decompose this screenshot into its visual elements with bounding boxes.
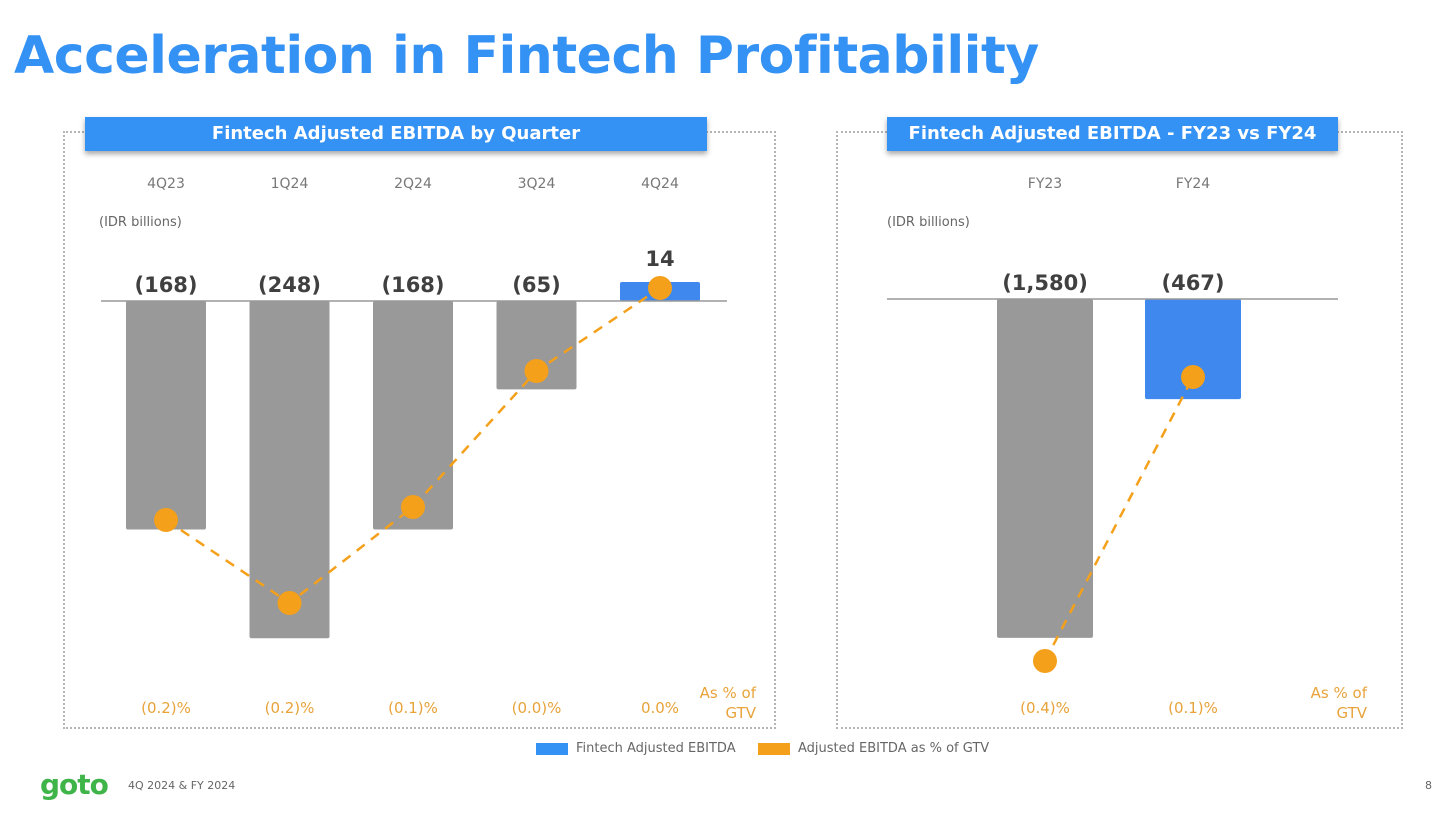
legend-item-ebitda: Fintech Adjusted EBITDA xyxy=(536,741,736,756)
bar xyxy=(126,301,206,530)
category-label: FY24 xyxy=(1176,176,1211,192)
value-label: (168) xyxy=(134,273,197,297)
category-label: 3Q24 xyxy=(518,176,556,192)
gtv-pct-label: 0.0% xyxy=(641,699,679,717)
gtv-pct-label: (0.1)% xyxy=(1168,699,1218,717)
gtv-pct-line xyxy=(165,286,661,605)
category-label: 2Q24 xyxy=(394,176,432,192)
legend-label-gtv-pct: Adjusted EBITDA as % of GTV xyxy=(798,741,990,756)
bar xyxy=(1145,299,1241,400)
gtv-pct-marker xyxy=(524,359,549,383)
category-label: FY23 xyxy=(1028,176,1062,192)
gtv-pct-marker xyxy=(648,276,672,300)
value-label: (467) xyxy=(1161,271,1224,295)
page-title: Acceleration in Fintech Profitability xyxy=(14,26,1039,86)
page-number: 8 xyxy=(1425,779,1432,792)
annual-chart-title: Fintech Adjusted EBITDA - FY23 vs FY24 xyxy=(887,117,1338,151)
legend-swatch-ebitda xyxy=(536,742,568,755)
gtv-pct-label: (0.2)% xyxy=(265,699,315,717)
legend-label-ebitda: Fintech Adjusted EBITDA xyxy=(576,741,736,756)
value-label: (168) xyxy=(381,273,444,297)
gtv-caption-line2: GTV xyxy=(725,704,756,722)
category-label: 4Q24 xyxy=(641,176,679,192)
value-label: 14 xyxy=(645,247,674,271)
gtv-pct-label: (0.1)% xyxy=(388,699,438,717)
quarterly-chart-title: Fintech Adjusted EBITDA by Quarter xyxy=(85,117,707,151)
gtv-pct-marker xyxy=(1033,649,1057,673)
legend-swatch-gtv-pct xyxy=(758,742,790,755)
gtv-pct-marker xyxy=(401,495,425,519)
unit-label: (IDR billions) xyxy=(887,215,970,230)
gtv-pct-marker xyxy=(1181,365,1205,389)
bar xyxy=(249,301,330,639)
legend-item-gtv-pct: Adjusted EBITDA as % of GTV xyxy=(758,741,989,756)
value-label: (65) xyxy=(512,273,560,297)
unit-label: (IDR billions) xyxy=(99,215,182,230)
category-label: 4Q23 xyxy=(147,176,185,192)
value-label: (248) xyxy=(258,273,321,297)
gtv-caption-line2: GTV xyxy=(1336,704,1367,722)
chart-legend: Fintech Adjusted EBITDA Adjusted EBITDA … xyxy=(0,741,1456,761)
bar xyxy=(373,301,453,530)
gtv-caption-line1: As % of xyxy=(1311,684,1368,702)
bar xyxy=(997,299,1093,638)
gtv-pct-label: (0.0)% xyxy=(512,699,562,717)
value-label: (1,580) xyxy=(1002,271,1088,295)
footer-period: 4Q 2024 & FY 2024 xyxy=(128,779,236,792)
gtv-pct-marker xyxy=(277,591,302,615)
gtv-pct-marker xyxy=(154,508,178,532)
gtv-caption-line1: As % of xyxy=(700,684,757,702)
bar xyxy=(496,301,577,390)
goto-logo: goto xyxy=(40,770,110,801)
gtv-pct-label: (0.2)% xyxy=(141,699,191,717)
category-label: 1Q24 xyxy=(271,176,309,192)
gtv-pct-label: (0.4)% xyxy=(1020,699,1070,717)
svg-text:goto: goto xyxy=(40,770,109,801)
